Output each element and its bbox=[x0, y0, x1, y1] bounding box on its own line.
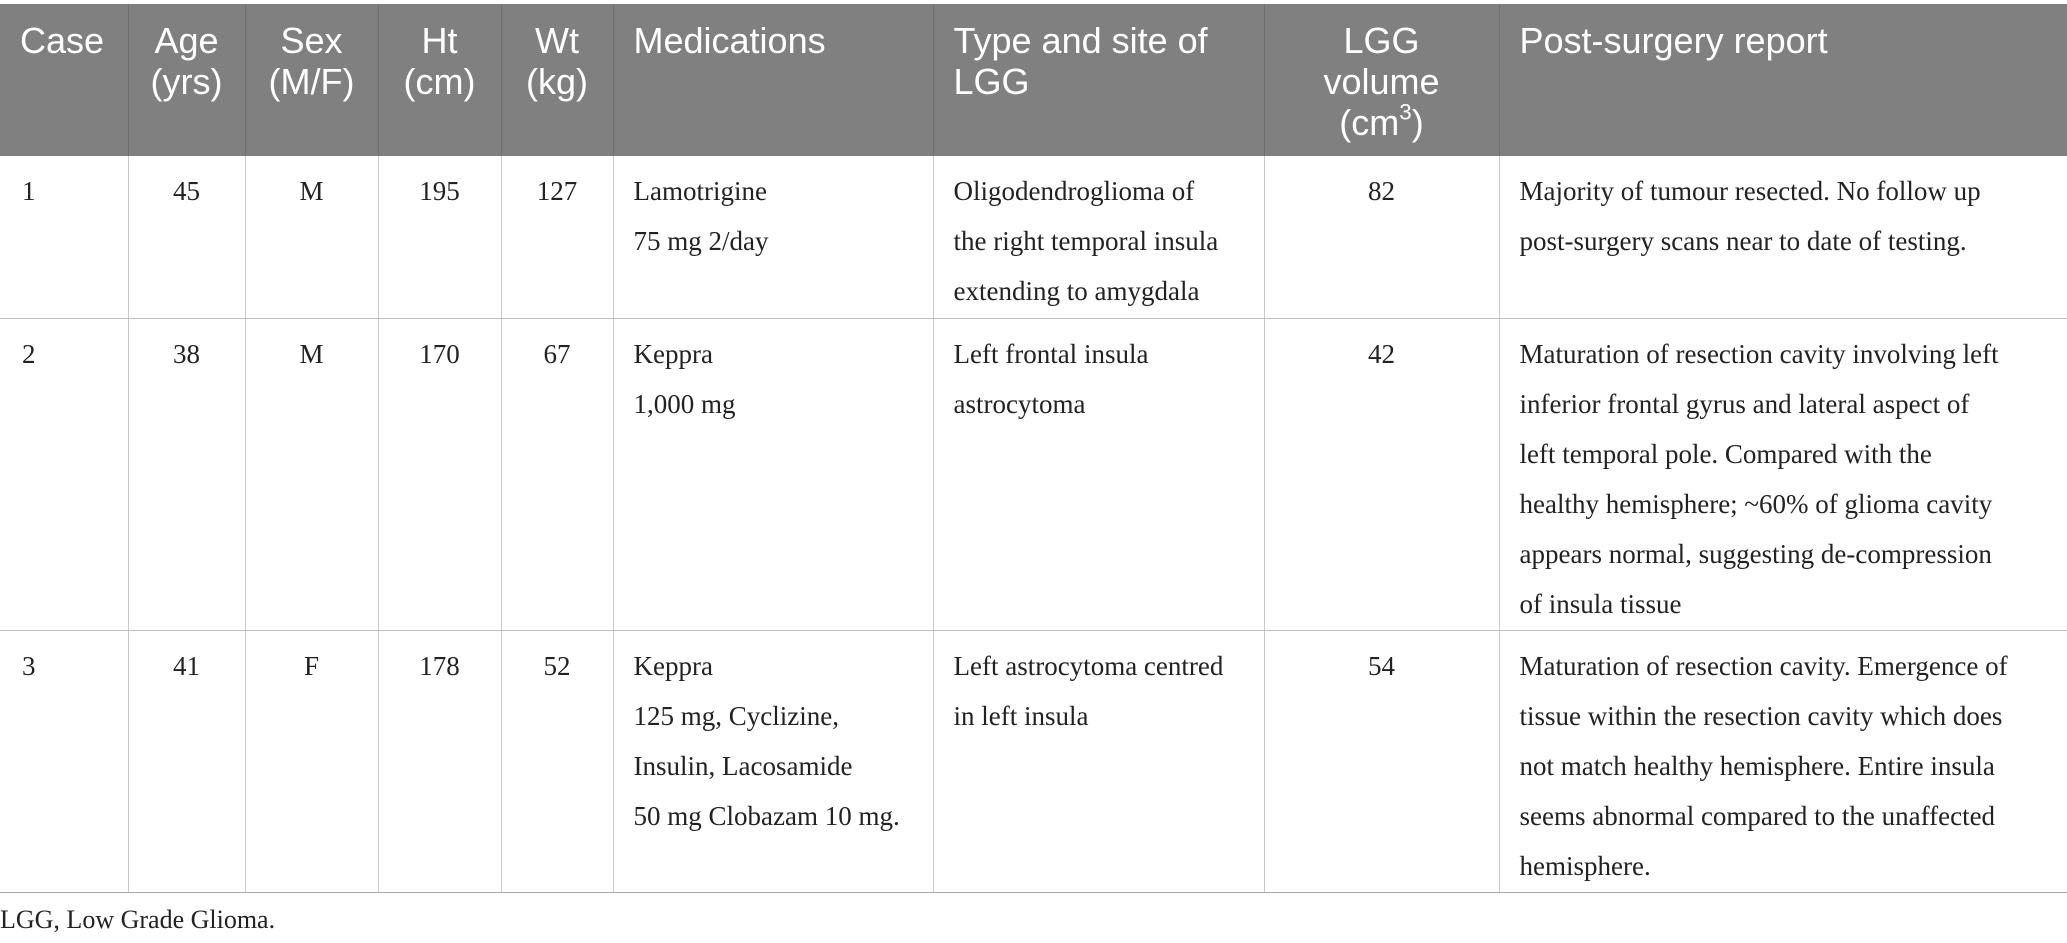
cell-medications: Keppra 125 mg, Cyclizine, Insulin, Lacos… bbox=[612, 630, 933, 893]
cell-weight: 127 bbox=[500, 156, 613, 319]
cell-type-site: Left astrocytoma centred in left insula bbox=[932, 630, 1264, 893]
table-row: 1 45 M 195 127 Lamotrigine 75 mg 2/day O… bbox=[0, 156, 2067, 319]
header-row: Case Age (yrs) Sex (M/F) Ht (cm) Wt (kg) Med… bbox=[0, 4, 2067, 156]
cell-report: Maturation of resection cavity involving… bbox=[1498, 318, 2067, 631]
cell-height: 170 bbox=[377, 318, 501, 631]
cell-age: 41 bbox=[127, 630, 245, 893]
cell-sex: F bbox=[244, 630, 378, 893]
cell-weight: 67 bbox=[500, 318, 613, 631]
header-report: Post-surgery report bbox=[1498, 4, 2067, 156]
header-age: Age (yrs) bbox=[127, 4, 245, 156]
cell-case: 2 bbox=[0, 318, 128, 631]
table-footnote: LGG, Low Grade Glioma. bbox=[0, 905, 276, 934]
cell-medications: Keppra 1,000 mg bbox=[612, 318, 933, 631]
cell-height: 178 bbox=[377, 630, 501, 893]
cell-age: 45 bbox=[127, 156, 245, 319]
header-case: Case bbox=[0, 4, 128, 156]
cell-volume: 82 bbox=[1263, 156, 1499, 319]
header-medications: Medications bbox=[612, 4, 933, 156]
cell-report: Maturation of resection cavity. Emergenc… bbox=[1498, 630, 2067, 893]
header-height: Ht (cm) bbox=[377, 4, 501, 156]
header-weight: Wt (kg) bbox=[500, 4, 613, 156]
cell-case: 3 bbox=[0, 630, 128, 893]
clinical-table: Case Age (yrs) Sex (M/F) Ht (cm) Wt (kg) Med… bbox=[0, 4, 2067, 893]
cell-type-site: Oligodendroglioma of the right temporal … bbox=[932, 156, 1264, 319]
table-row: 3 41 F 178 52 Keppra 125 mg, Cyclizine, … bbox=[0, 630, 2067, 893]
header-type-site: Type and site of LGG bbox=[932, 4, 1264, 156]
header-sex: Sex (M/F) bbox=[244, 4, 378, 156]
cell-report: Majority of tumour resected. No follow u… bbox=[1498, 156, 2067, 319]
cell-volume: 42 bbox=[1263, 318, 1499, 631]
cell-height: 195 bbox=[377, 156, 501, 319]
cell-age: 38 bbox=[127, 318, 245, 631]
cell-sex: M bbox=[244, 156, 378, 319]
cell-case: 1 bbox=[0, 156, 128, 319]
header-volume-unit: (cm3) bbox=[1339, 99, 1424, 143]
cell-medications: Lamotrigine 75 mg 2/day bbox=[612, 156, 933, 319]
cell-type-site: Left frontal insula astrocytoma bbox=[932, 318, 1264, 631]
cell-volume: 54 bbox=[1263, 630, 1499, 893]
cell-weight: 52 bbox=[500, 630, 613, 893]
header-volume: LGG volume (cm3) bbox=[1263, 4, 1499, 156]
table-row: 2 38 M 170 67 Keppra 1,000 mg Left front… bbox=[0, 318, 2067, 631]
cell-sex: M bbox=[244, 318, 378, 631]
